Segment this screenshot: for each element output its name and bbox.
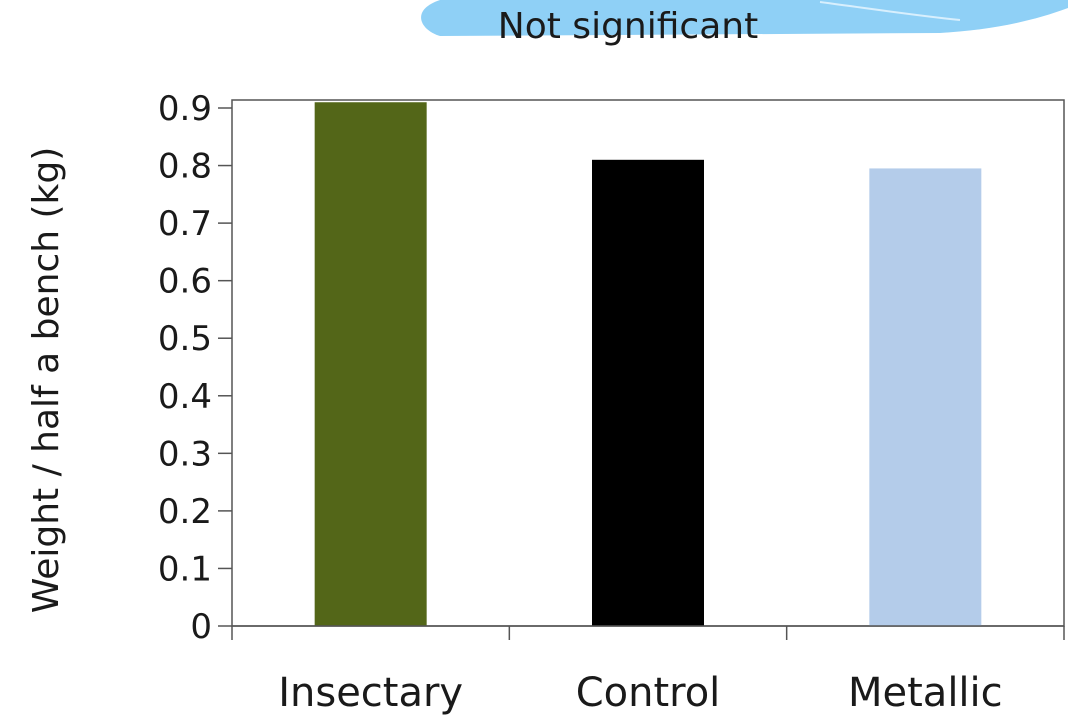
y-tick-label: 0.2	[158, 492, 212, 532]
banner-highlight-line	[819, 1, 961, 21]
y-tick-label: 0.6	[158, 262, 212, 302]
bar-metallic	[869, 168, 982, 626]
x-tick-label: Metallic	[848, 670, 1003, 716]
y-tick-label: 0.8	[158, 147, 212, 187]
y-tick-label: 0.9	[158, 89, 212, 129]
y-tick-label: 0.5	[158, 319, 212, 359]
x-axis: Insectary Control Metallic	[231, 625, 1065, 716]
x-tick-label: Control	[576, 670, 721, 716]
y-tick-label: 0	[190, 607, 212, 647]
blue-banner-swoosh	[421, 0, 1068, 36]
y-tick-label: 0.7	[158, 204, 212, 244]
y-tick-label: 0.4	[158, 377, 212, 417]
y-tick-label: 0.1	[158, 549, 212, 589]
chart-title: Not significant	[498, 6, 758, 47]
bars	[314, 102, 982, 627]
bar-control	[592, 159, 704, 627]
y-tick-label: 0.3	[158, 434, 212, 474]
bar-insectary	[314, 102, 427, 626]
y-axis-label: Weight / half a bench (kg)	[26, 147, 67, 614]
x-tick-label: Insectary	[278, 670, 463, 716]
y-axis: 0 0.1 0.2 0.3 0.4 0.5 0.6 0.7 0.8 0.9	[158, 89, 232, 647]
